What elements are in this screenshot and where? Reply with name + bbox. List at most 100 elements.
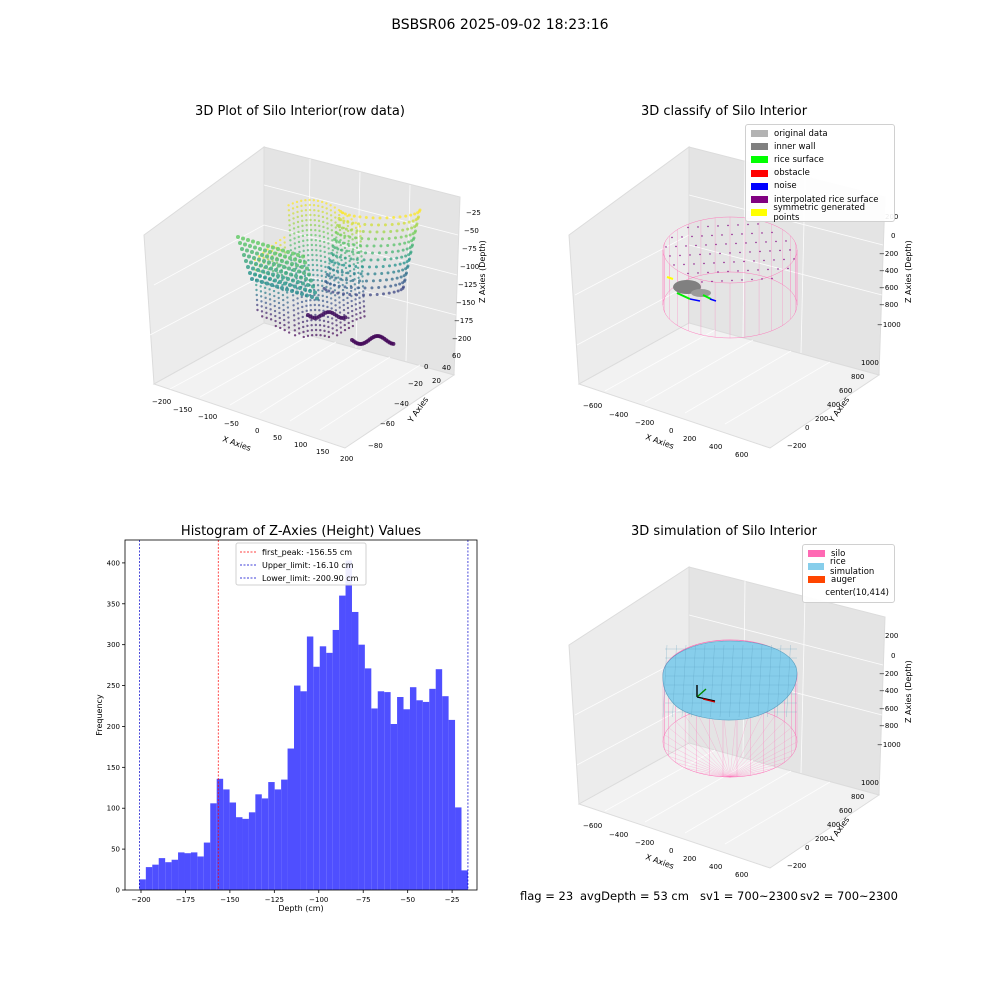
raw-point <box>344 227 348 231</box>
raw-y-ticks: −80 −60 −40 −20 0 20 40 60 <box>368 352 461 450</box>
raw-point <box>300 209 303 213</box>
raw-point <box>321 284 324 288</box>
raw-point <box>340 270 344 274</box>
raw-point <box>317 214 320 218</box>
raw-point <box>331 249 335 252</box>
raw-point <box>336 266 339 269</box>
raw-point <box>296 215 299 219</box>
raw-point <box>338 296 341 299</box>
raw-point <box>310 319 313 322</box>
classify-3d-plot[interactable]: −600 −400 −200 0 200 400 600 −200 0 200 … <box>565 125 925 470</box>
raw-point <box>359 235 362 238</box>
raw-point <box>288 224 291 227</box>
sim-xtick: −400 <box>609 831 628 839</box>
raw-point <box>323 334 326 338</box>
raw-point <box>338 228 342 232</box>
classify-interpolated-point <box>711 234 713 237</box>
raw-point <box>256 268 260 272</box>
legend-entry: original data <box>751 127 889 140</box>
raw-point <box>282 298 285 302</box>
raw-point <box>306 239 309 242</box>
legend-entry: obstacle <box>751 167 889 180</box>
raw-point <box>306 319 309 323</box>
classify-interpolated-point <box>735 242 737 245</box>
raw-point <box>276 274 280 278</box>
raw-point <box>320 269 323 273</box>
classify-symmetric-mark <box>666 276 674 280</box>
raw-point <box>351 250 354 254</box>
raw-point <box>281 283 284 287</box>
raw-point <box>356 266 360 270</box>
raw-point <box>265 254 269 259</box>
simulation-silo-cone <box>664 734 731 778</box>
classify-symmetric-points <box>666 276 674 280</box>
sim-xtick: −200 <box>635 839 654 847</box>
classify-x-axis-label: X Axies <box>644 432 675 451</box>
classify-interpolated-point <box>679 254 681 257</box>
raw-point <box>355 293 359 297</box>
raw-point <box>310 295 314 299</box>
raw-3d-plot[interactable]: −200 −150 −100 −50 0 50 100 150 200 −80 … <box>140 125 500 470</box>
raw-point <box>295 290 299 295</box>
classify-rice-surface-mark <box>676 292 691 300</box>
histogram-chart[interactable]: −200 −175 −150 −125 −100 −75 −50 −25 0 50 100 150 2… <box>85 535 485 920</box>
simulation-legend: silo rice simulation auger center(10,414… <box>802 544 895 603</box>
raw-point <box>347 316 350 320</box>
raw-point <box>341 273 344 277</box>
raw-point <box>371 251 374 255</box>
classify-interpolated-point <box>737 224 739 226</box>
classify-legend: original data inner wall rice surface ob… <box>745 124 895 223</box>
raw-point <box>264 296 267 300</box>
raw-point <box>335 324 338 327</box>
raw-point <box>359 272 363 276</box>
raw-point <box>348 269 352 273</box>
sim-ytick: 600 <box>839 807 852 815</box>
raw-point <box>392 270 396 274</box>
raw-point <box>275 257 279 262</box>
raw-point <box>291 278 295 283</box>
raw-point <box>266 248 269 251</box>
raw-point <box>302 244 305 248</box>
classify-noise <box>689 298 717 302</box>
raw-point <box>247 254 251 259</box>
raw-point <box>338 306 341 309</box>
raw-point <box>327 325 330 329</box>
raw-point <box>304 214 308 217</box>
raw-point <box>333 206 336 209</box>
raw-point <box>333 294 337 297</box>
raw-point <box>311 284 315 289</box>
raw-point <box>404 214 408 218</box>
raw-point <box>319 259 323 263</box>
raw-point <box>281 278 284 282</box>
raw-point <box>296 210 299 214</box>
raw-point <box>282 265 286 269</box>
histogram-bar <box>216 778 224 890</box>
classify-interpolated-point <box>709 253 711 255</box>
raw-point <box>260 253 264 257</box>
raw-point <box>370 286 374 290</box>
raw-point <box>278 306 281 310</box>
histogram-bar <box>351 611 359 890</box>
raw-point <box>345 281 348 285</box>
raw-point <box>386 271 390 275</box>
classify-ztick: −600 <box>879 284 898 292</box>
raw-point <box>282 313 286 317</box>
raw-point <box>275 261 279 265</box>
raw-point <box>332 283 336 287</box>
raw-point <box>355 241 358 245</box>
raw-point <box>288 256 292 260</box>
simulation-3d-plot[interactable]: −600 −400 −200 0 200 400 600 −200 0 200 … <box>565 545 925 885</box>
raw-point <box>310 334 314 337</box>
raw-point <box>303 274 307 278</box>
raw-point <box>314 229 317 232</box>
raw-point <box>358 301 361 305</box>
raw-point <box>260 310 264 313</box>
legend-entry: silo <box>808 547 889 560</box>
classify-interpolated-point <box>727 270 729 273</box>
raw-point <box>292 227 296 230</box>
classify-z-axis-label: Z Axies (Depth) <box>904 240 913 303</box>
simulation-rice-mesh-line <box>748 644 753 718</box>
raw-point <box>408 246 412 250</box>
raw-point <box>301 229 304 233</box>
raw-point <box>300 204 303 208</box>
